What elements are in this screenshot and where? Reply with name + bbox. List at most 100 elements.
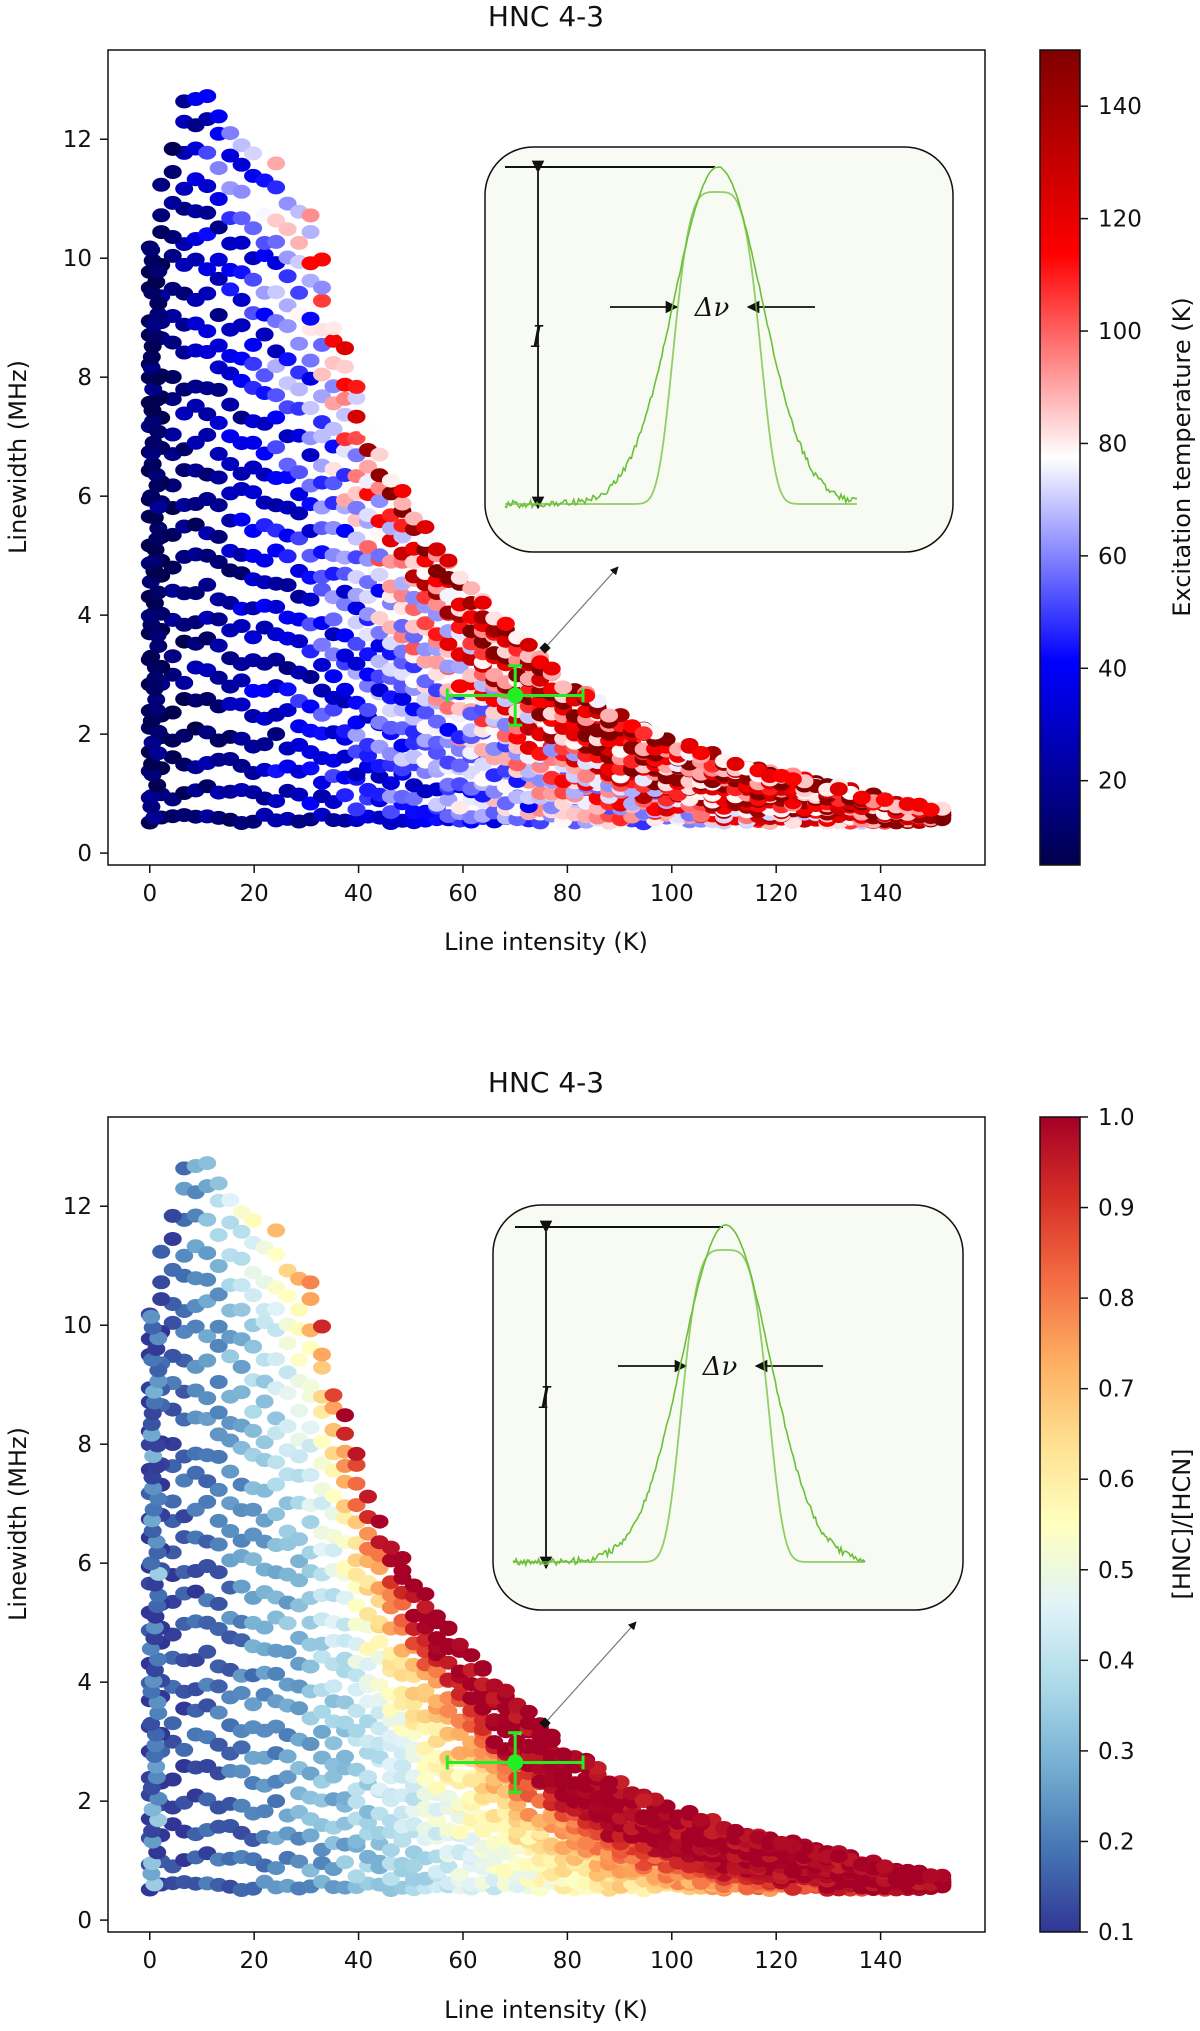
scatter-point bbox=[279, 1616, 297, 1630]
scatter-point bbox=[371, 568, 389, 582]
scatter-point bbox=[244, 1288, 262, 1302]
x-tick-label: 140 bbox=[859, 1948, 903, 1974]
scatter-point bbox=[233, 513, 251, 527]
scatter-point bbox=[336, 788, 354, 802]
scatter-point bbox=[256, 328, 274, 342]
y-tick-label: 8 bbox=[77, 1432, 92, 1458]
colorbar-tick-label: 60 bbox=[1098, 544, 1127, 570]
scatter-point bbox=[635, 726, 653, 740]
scatter-point bbox=[210, 639, 228, 653]
scatter-point bbox=[313, 1435, 331, 1449]
scatter-point bbox=[830, 782, 848, 796]
colorbar-tick-label: 0.6 bbox=[1098, 1467, 1135, 1493]
marker-point bbox=[507, 1754, 523, 1770]
inset-pointer-arrow bbox=[545, 1622, 636, 1723]
inset-pointer-arrow bbox=[545, 567, 618, 648]
scatter-point bbox=[336, 1855, 354, 1869]
colorbar-tick-label: 0.1 bbox=[1098, 1920, 1135, 1946]
scatter-point bbox=[348, 1447, 366, 1461]
scatter-point bbox=[279, 1419, 297, 1433]
scatter-point bbox=[244, 1213, 262, 1227]
scatter-point bbox=[164, 1232, 182, 1246]
scatter-point bbox=[267, 388, 285, 402]
scatter-point bbox=[348, 1869, 366, 1883]
scatter-point bbox=[267, 440, 285, 454]
scatter-point bbox=[853, 791, 871, 805]
scatter-point bbox=[198, 1273, 216, 1287]
scatter-point bbox=[302, 1737, 320, 1751]
scatter-point bbox=[348, 1477, 366, 1491]
colorbar-label: Excitation temperature (K) bbox=[1168, 297, 1196, 616]
scatter-point bbox=[290, 286, 308, 300]
scatter-point bbox=[325, 1679, 343, 1693]
chart-title: HNC 4-3 bbox=[488, 0, 604, 33]
scatter-point bbox=[313, 281, 331, 295]
x-tick-label: 100 bbox=[650, 881, 694, 907]
scatter-point bbox=[439, 1621, 457, 1635]
scatter-point bbox=[198, 324, 216, 338]
x-tick-label: 80 bbox=[553, 1948, 582, 1974]
scatter-point bbox=[313, 1361, 331, 1375]
x-tick-label: 20 bbox=[240, 1948, 269, 1974]
scatter-point bbox=[198, 428, 216, 442]
scatter-point bbox=[164, 649, 182, 663]
scatter-point bbox=[393, 1564, 411, 1578]
scatter-point bbox=[142, 1310, 160, 1324]
scatter-point bbox=[543, 1729, 561, 1743]
scatter-point bbox=[325, 669, 343, 683]
scatter-point bbox=[336, 1427, 354, 1441]
chart-panel-excitation-temperature: HNC 4-3 I Δν 0 20 40 60 80 100 120 140 02468101… bbox=[4, 0, 1196, 956]
colorbar-tick-label: 0.3 bbox=[1098, 1739, 1135, 1765]
scatter-point bbox=[439, 637, 457, 651]
y-tick-label: 4 bbox=[77, 603, 92, 629]
scatter-point bbox=[233, 236, 251, 250]
scatter-point bbox=[279, 1749, 297, 1763]
scatter-point bbox=[198, 1213, 216, 1227]
x-tick-label: 120 bbox=[754, 881, 798, 907]
scatter-point bbox=[233, 318, 251, 332]
scatter-point bbox=[210, 471, 228, 485]
scatter-point bbox=[221, 398, 239, 412]
scatter-point bbox=[313, 368, 331, 382]
scatter-point bbox=[152, 1275, 170, 1289]
scatter-point bbox=[267, 156, 285, 170]
scatter-point bbox=[302, 225, 320, 239]
scatter-point bbox=[279, 1645, 297, 1659]
scatter-point bbox=[279, 1386, 297, 1400]
scatter-point bbox=[244, 146, 262, 160]
scatter-point bbox=[279, 269, 297, 283]
colorbar: 0.10.20.30.40.50.60.70.80.91.0 [HNC]/[HC… bbox=[1040, 1105, 1196, 1946]
scatter-point bbox=[198, 179, 216, 193]
scatter-point bbox=[348, 802, 366, 816]
scatter-point bbox=[428, 542, 446, 556]
scatter-point bbox=[371, 448, 389, 462]
scatter-point bbox=[393, 1551, 411, 1565]
scatter-point bbox=[359, 703, 377, 717]
scatter-point bbox=[210, 416, 228, 430]
scatter-point bbox=[267, 1507, 285, 1521]
scatter-point bbox=[198, 1495, 216, 1509]
inset-width-label: Δν bbox=[694, 293, 730, 323]
marker-point bbox=[507, 687, 523, 703]
scatter-point bbox=[267, 1667, 285, 1681]
scatter-point bbox=[313, 294, 331, 308]
scatter-point bbox=[198, 206, 216, 220]
scatter-point bbox=[554, 680, 572, 694]
y-tick-label: 10 bbox=[63, 246, 92, 272]
scatter-point bbox=[233, 158, 251, 172]
scatter-point bbox=[830, 1849, 848, 1863]
scatter-point bbox=[279, 578, 297, 592]
scatter-point bbox=[497, 1684, 515, 1698]
x-axis-label: Line intensity (K) bbox=[444, 1996, 648, 2024]
colorbar-gradient bbox=[1040, 1117, 1080, 1932]
colorbar-tick-label: 0.4 bbox=[1098, 1648, 1135, 1674]
scatter-point bbox=[290, 236, 308, 250]
scatter-point bbox=[198, 89, 216, 103]
scatter-point bbox=[359, 423, 377, 437]
scatter-point bbox=[210, 498, 228, 512]
scatter-point bbox=[371, 1635, 389, 1649]
colorbar-tick-label: 40 bbox=[1098, 656, 1127, 682]
scatter-point bbox=[164, 1716, 182, 1730]
scatter-point bbox=[210, 1597, 228, 1611]
scatter-point bbox=[164, 706, 182, 720]
